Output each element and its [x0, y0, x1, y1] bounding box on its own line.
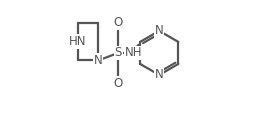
Text: N: N: [155, 68, 164, 82]
Text: S: S: [115, 46, 122, 59]
Text: N: N: [94, 54, 103, 67]
Text: NH: NH: [125, 46, 142, 59]
Text: O: O: [114, 16, 123, 29]
Text: HN: HN: [69, 35, 86, 48]
Text: N: N: [155, 24, 164, 37]
Text: O: O: [114, 77, 123, 90]
